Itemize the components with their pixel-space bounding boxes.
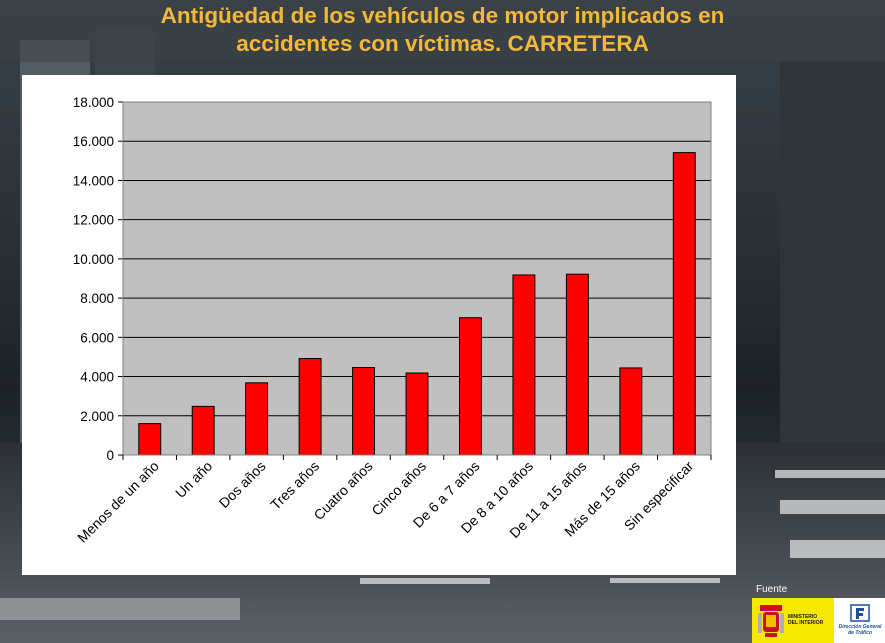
bar (191, 405, 215, 456)
title-line-1: Antigüedad de los vehículos de motor imp… (160, 3, 725, 28)
source-label: Fuente (756, 584, 788, 595)
bar (138, 423, 162, 456)
bar (458, 317, 482, 456)
y-tick-label: 6.000 (80, 330, 114, 345)
bar (512, 274, 536, 456)
y-tick-label: 10.000 (73, 252, 114, 267)
logo-box: MINISTERIO DEL INTERIOR Dirección Genera… (752, 598, 885, 643)
bar (405, 372, 429, 456)
y-tick-label: 4.000 (80, 370, 114, 385)
ministry-line-1: MINISTERIO (788, 614, 818, 620)
x-category-label: Dos años (216, 458, 269, 511)
title-bar: Antigüedad de los vehículos de motor imp… (0, 0, 885, 62)
ministry-text: MINISTERIO DEL INTERIOR (788, 614, 823, 626)
bar (672, 152, 696, 456)
y-tick-label: 18.000 (73, 95, 114, 110)
dgt-line-1: Dirección General (838, 624, 882, 630)
x-category-label: Tres años (267, 458, 322, 513)
bar (245, 382, 269, 456)
bar-chart: 0 2.000 4.000 6.000 8.000 10.000 12.000 14.000 1… (73, 95, 712, 546)
x-category-label: Menos de un año (74, 458, 162, 546)
ministry-line-2: DEL INTERIOR (788, 620, 824, 626)
y-tick-label: 0 (106, 448, 114, 463)
y-tick-label: 16.000 (73, 134, 114, 149)
dgt-line-2: de Tráfico (848, 630, 872, 636)
x-category-label: Un año (172, 458, 215, 501)
y-tick-label: 14.000 (73, 173, 114, 188)
bar (352, 367, 376, 456)
y-tick-label: 2.000 (80, 409, 114, 424)
chart-panel: 0 2.000 4.000 6.000 8.000 10.000 12.000 14.000 1… (22, 75, 736, 575)
title-line-2: accidentes con víctimas. CARRETERA (236, 31, 649, 56)
bar (619, 367, 643, 456)
dgt-text: Dirección General de Tráfico (838, 624, 882, 636)
y-tick-label: 12.000 (73, 213, 114, 228)
ministry-logo: MINISTERIO DEL INTERIOR (752, 598, 834, 643)
slide-title: Antigüedad de los vehículos de motor imp… (0, 2, 885, 58)
y-tick-label: 8.000 (80, 291, 114, 306)
bar (298, 358, 322, 456)
plot-border (122, 101, 712, 456)
coat-of-arms-icon (758, 605, 784, 637)
dgt-logo-icon (850, 604, 870, 622)
bar (565, 273, 589, 456)
